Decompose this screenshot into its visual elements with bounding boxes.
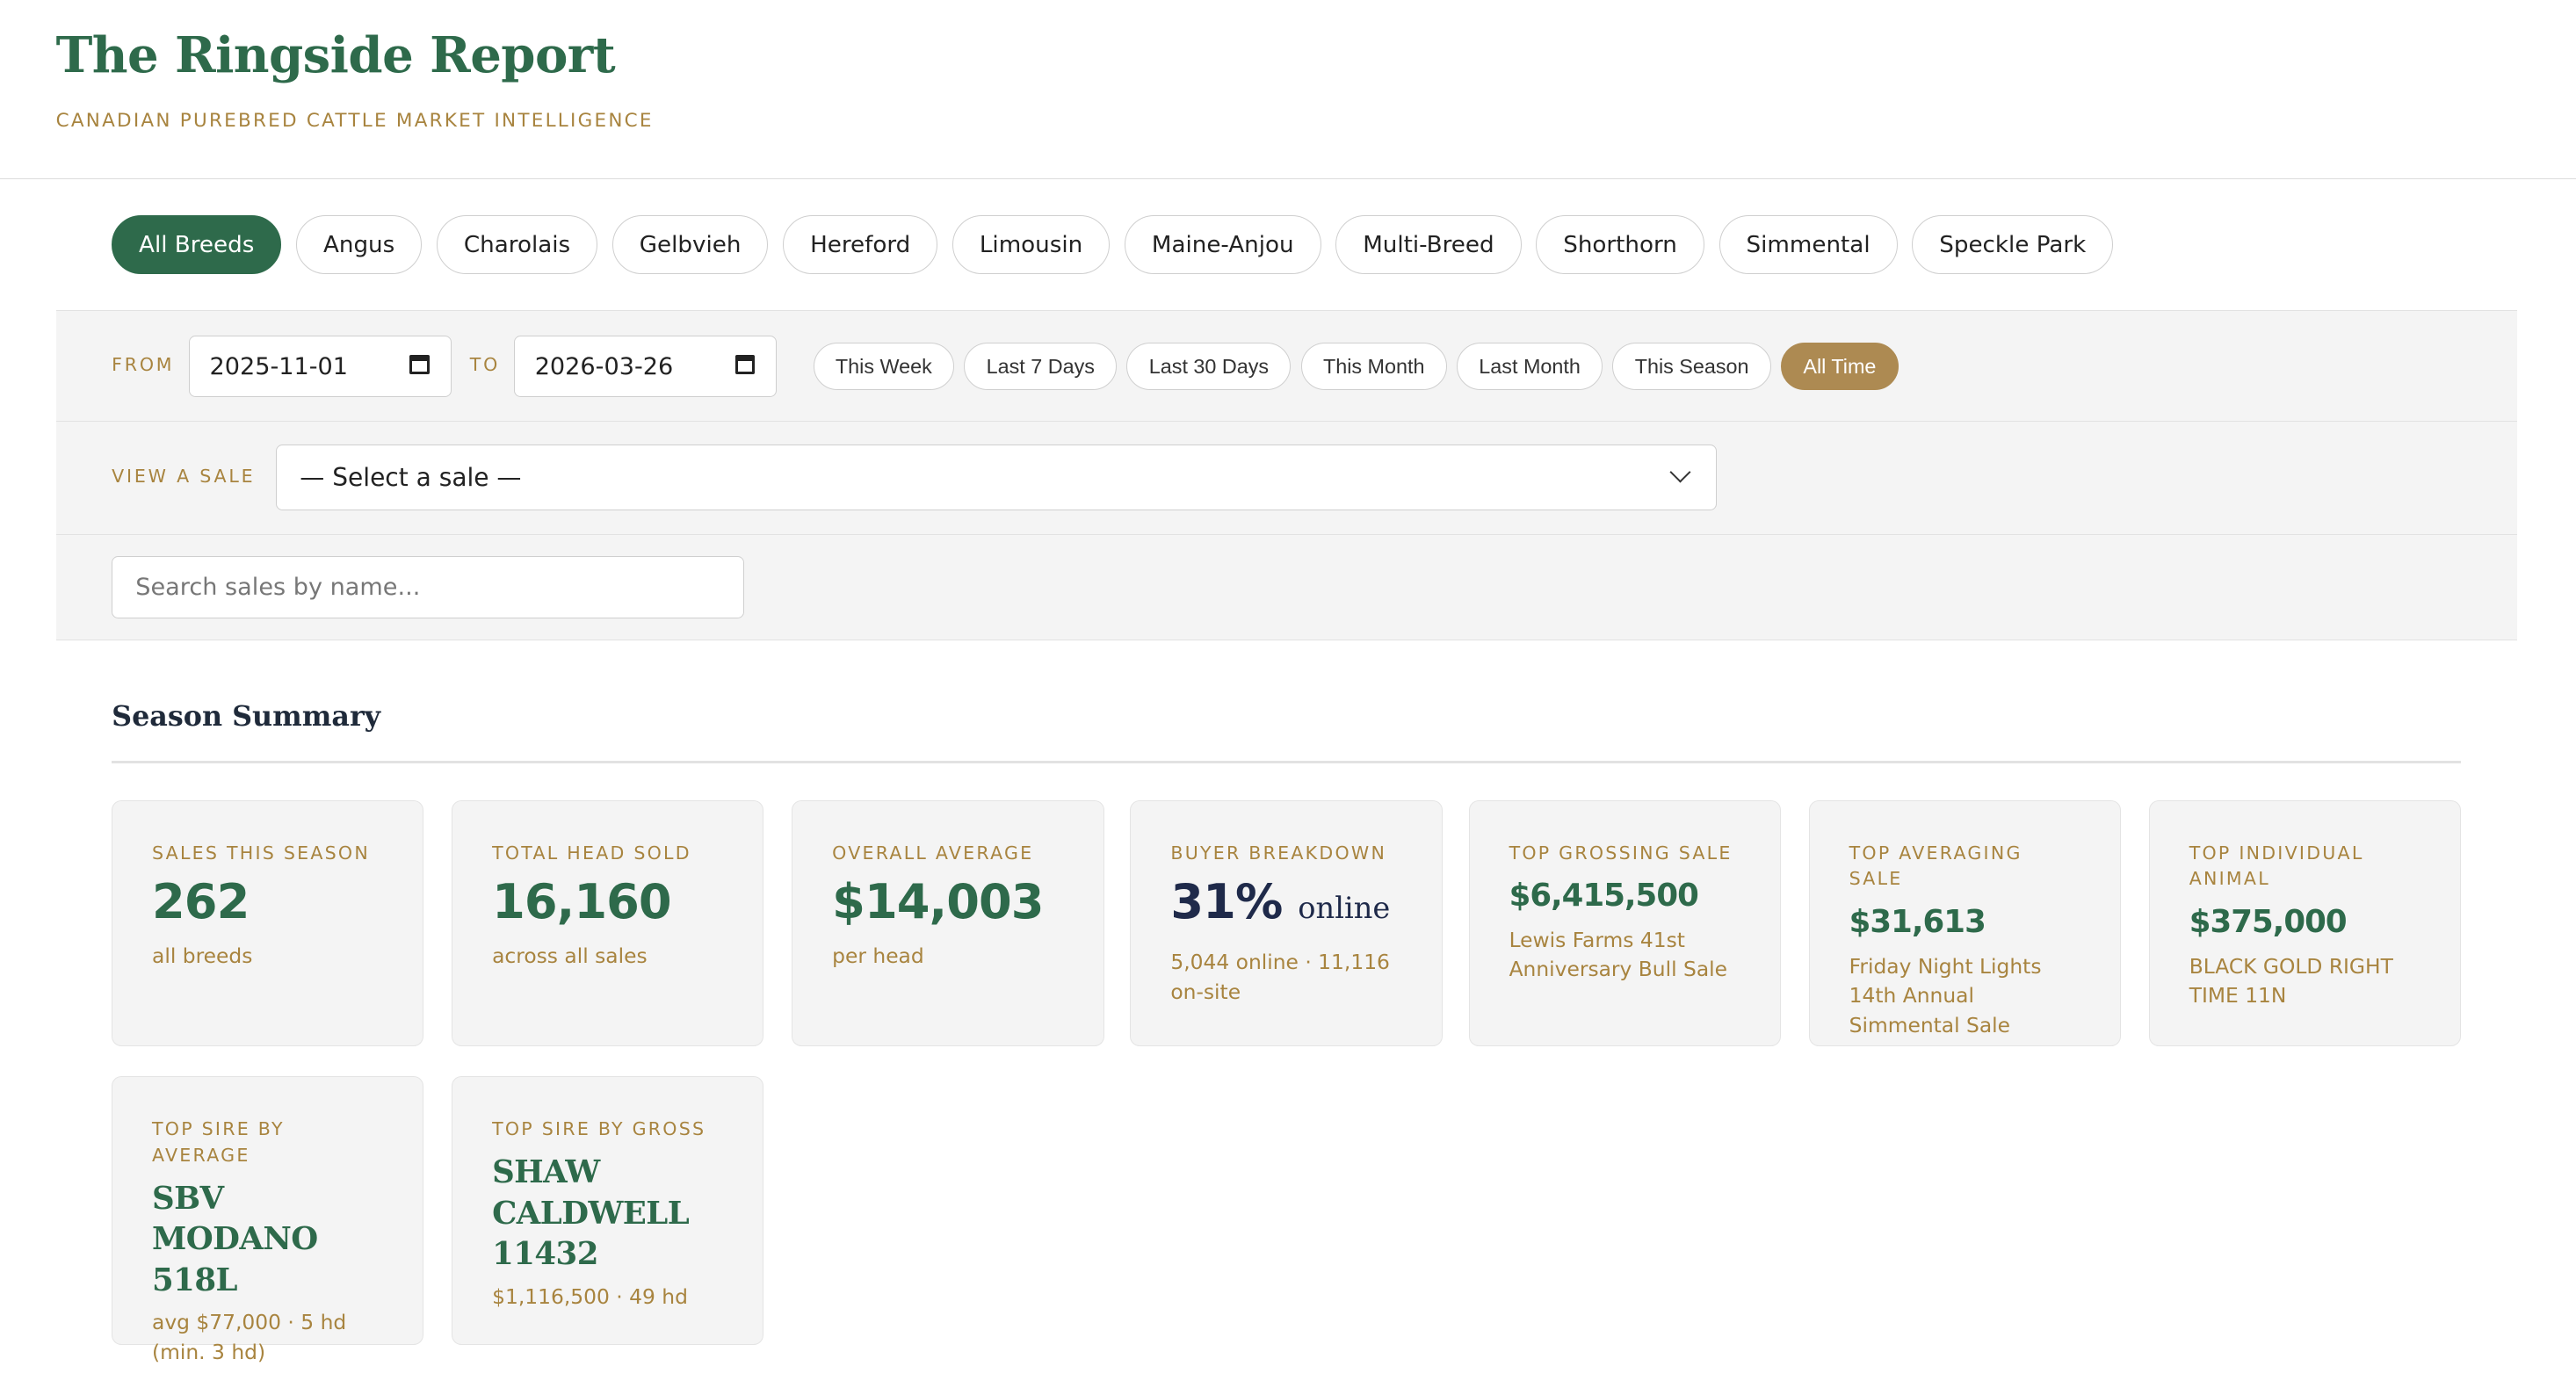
breed-pill-multi-breed[interactable]: Multi-Breed (1335, 214, 1522, 275)
breed-pill-hereford[interactable]: Hereford (783, 214, 938, 275)
stat-card-top-sire-average: Top Sire by Average SBV MODANO 518L avg … (112, 1075, 424, 1364)
preset-last-7-days[interactable]: Last 7 Days (964, 342, 1118, 391)
from-label: FROM (112, 354, 175, 376)
stat-card-top-sire-gross: Top Sire by Gross SHAW CALDWELL 11432 $1… (452, 1075, 764, 1346)
date-range-row: FROM 2025-11-01 TO 2026-03-26 This Week … (55, 311, 2517, 422)
stat-label: Top Individual Animal (2189, 842, 2364, 890)
calendar-icon[interactable] (734, 355, 756, 375)
stat-card-sales: Sales This Season 262 all breeds (112, 799, 424, 1047)
stat-value: $375,000 (2189, 903, 2348, 940)
stat-card-overall-average: Overall Average $14,003 per head (792, 799, 1104, 1047)
stat-card-top-grossing-sale: Top Grossing Sale $6,415,500 Lewis Farms… (1468, 799, 1781, 1047)
section-divider (112, 760, 2462, 764)
stat-value: $6,415,500 (1509, 877, 1699, 914)
site-header: The Ringside Report CANADIAN PUREBRED CA… (0, 0, 2576, 179)
sale-select-row: VIEW A SALE — Select a sale — (55, 422, 2517, 535)
site-tagline: CANADIAN PUREBRED CATTLE MARKET INTELLIG… (55, 110, 654, 133)
sale-search-input[interactable] (112, 556, 745, 619)
stat-card-top-averaging-sale: Top Averaging Sale $31,613 Friday Night … (1808, 799, 2122, 1047)
online-suffix: online (1298, 891, 1391, 926)
date-preset-bar: This Week Last 7 Days Last 30 Days This … (813, 342, 1899, 391)
breed-pill-shorthorn[interactable]: Shorthorn (1536, 214, 1704, 275)
chevron-down-icon[interactable] (1669, 461, 1691, 483)
stat-sub: 5,044 online · 11,116 on-site (1170, 950, 1390, 1005)
to-date-value: 2026-03-26 (534, 352, 674, 380)
stat-label: Top Averaging Sale (1849, 842, 2022, 890)
stat-label: Overall Average (832, 842, 1034, 864)
stat-value: $14,003 (832, 874, 1044, 930)
stat-label: Total Head Sold (492, 842, 691, 864)
breed-pill-angus[interactable]: Angus (296, 214, 423, 275)
preset-last-30-days[interactable]: Last 30 Days (1126, 342, 1292, 391)
preset-this-week[interactable]: This Week (813, 342, 955, 391)
preset-all-time[interactable]: All Time (1781, 342, 1899, 391)
stat-sub: across all sales (492, 943, 648, 969)
filter-panel: FROM 2025-11-01 TO 2026-03-26 This Week … (55, 310, 2517, 641)
from-date-input[interactable]: 2025-11-01 (189, 336, 452, 397)
stat-sub: all breeds (152, 943, 253, 969)
stat-card-top-individual-animal: Top Individual Animal $375,000 BLACK GOL… (2148, 799, 2462, 1047)
stat-label: Top Grossing Sale (1509, 842, 1733, 864)
stat-card-total-head: Total Head Sold 16,160 across all sales (452, 799, 764, 1047)
from-date-value: 2025-11-01 (209, 352, 348, 380)
breed-pill-all-breeds[interactable]: All Breeds (112, 214, 282, 275)
site-title: The Ringside Report (55, 25, 616, 84)
sale-select[interactable]: — Select a sale — (276, 444, 1718, 510)
stat-sub: BLACK GOLD RIGHT TIME 11N (2189, 953, 2393, 1008)
breed-pill-speckle-park[interactable]: Speckle Park (1912, 214, 2114, 275)
stat-value: SHAW CALDWELL 11432 (492, 1153, 690, 1273)
calendar-icon[interactable] (409, 355, 430, 375)
stat-sub: per head (832, 943, 924, 969)
breed-pill-limousin[interactable]: Limousin (952, 214, 1111, 275)
breed-pill-gelbvieh[interactable]: Gelbvieh (611, 214, 769, 275)
breed-filter-bar: All Breeds Angus Charolais Gelbvieh Here… (112, 214, 2114, 276)
stat-label: Top Sire by Gross (492, 1117, 706, 1139)
breed-pill-charolais[interactable]: Charolais (436, 214, 598, 275)
online-percent: 31% (1170, 874, 1283, 930)
preset-this-season[interactable]: This Season (1612, 342, 1771, 391)
stat-label: Buyer Breakdown (1170, 842, 1387, 864)
view-sale-label: VIEW A SALE (112, 466, 256, 488)
stat-value: 262 (152, 874, 250, 930)
stat-sub: Friday Night Lights 14th Annual Simmenta… (1849, 953, 2042, 1037)
season-summary-title: Season Summary (112, 699, 381, 733)
stat-label: Sales This Season (152, 842, 370, 864)
breed-pill-simmental[interactable]: Simmental (1719, 214, 1898, 275)
stat-value: 16,160 (492, 874, 672, 930)
stat-sub: $1,116,500 · 49 hd (492, 1283, 688, 1309)
stat-card-buyer-breakdown: Buyer Breakdown 31% online 5,044 online … (1130, 799, 1443, 1047)
preset-last-month[interactable]: Last Month (1457, 342, 1603, 391)
to-label: TO (469, 354, 501, 376)
stat-sub: avg $77,000 · 5 hd (min. 3 hd) (152, 1310, 347, 1365)
stat-label: Top Sire by Average (152, 1117, 285, 1166)
stat-value: 31% online (1170, 870, 1402, 942)
preset-this-month[interactable]: This Month (1300, 342, 1447, 391)
breed-pill-maine-anjou[interactable]: Maine-Anjou (1124, 214, 1321, 275)
sale-select-value: — Select a sale — (300, 462, 522, 492)
to-date-input[interactable]: 2026-03-26 (514, 336, 778, 397)
stat-value: SBV MODANO 518L (152, 1180, 318, 1299)
stat-value: $31,613 (1849, 903, 1986, 940)
stat-sub: Lewis Farms 41st Anniversary Bull Sale (1509, 927, 1728, 982)
